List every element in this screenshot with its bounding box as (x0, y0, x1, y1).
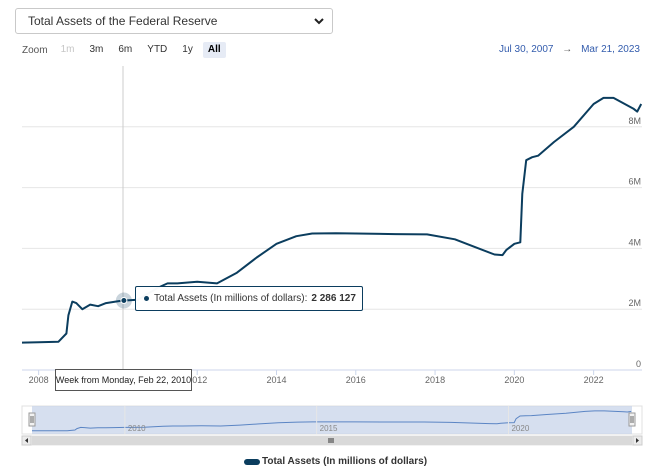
series-select[interactable]: Total Assets of the Federal Reserve (15, 8, 333, 34)
scrollbar-thumb[interactable] (32, 436, 632, 445)
legend-label: Total Assets (In millions of dollars) (262, 456, 428, 467)
zoom-3m-button[interactable]: 3m (89, 44, 104, 55)
chevron-down-icon (314, 18, 324, 25)
navigator-right-handle[interactable] (628, 412, 636, 427)
range-to[interactable]: Mar 21, 2023 (581, 44, 640, 55)
x-crosshair-label: Week from Monday, Feb 22, 2010 (55, 369, 192, 391)
navigator-tick-label: 2015 (320, 424, 338, 433)
chevron-right-icon (636, 438, 639, 443)
navigator-window[interactable] (32, 406, 632, 434)
y-tick-label: 2M (628, 298, 641, 308)
navigator-series (32, 410, 632, 432)
y-tick-label: 4M (628, 237, 641, 247)
navigator[interactable]: 2010 2015 2020 (21, 405, 643, 446)
x-tick-label: 2008 (29, 375, 49, 385)
range-from[interactable]: Jul 30, 2007 (499, 44, 554, 55)
zoom-6m-button[interactable]: 6m (118, 44, 133, 55)
legend-swatch (244, 458, 260, 465)
zoom-label: Zoom (22, 44, 48, 56)
zoom-toolbar: Zoom 1m 3m 6m YTD 1y All (22, 42, 231, 58)
series-line[interactable] (21, 96, 643, 344)
y-tick-label: 0 (636, 359, 641, 369)
navigator-left-handle[interactable] (28, 412, 36, 427)
series-select-value: Total Assets of the Federal Reserve (28, 14, 218, 28)
date-range: Jul 30, 2007 → Mar 21, 2023 (499, 44, 640, 55)
tooltip-value: 2 286 127 (311, 293, 356, 304)
chevron-left-icon (25, 438, 28, 443)
zoom-1y-button[interactable]: 1y (182, 44, 193, 55)
range-arrow: → (562, 44, 573, 55)
y-tick-label: 6M (628, 177, 641, 187)
x-tick-label: 2020 (504, 375, 524, 385)
tooltip-series-dot (144, 296, 149, 301)
zoom-1m-button[interactable]: 1m (60, 44, 75, 55)
x-tick-label: 2018 (425, 375, 445, 385)
zoom-ytd-button[interactable]: YTD (147, 44, 168, 55)
navigator-tick-label: 2020 (511, 424, 529, 433)
navigator-ticks: 2010 2015 2020 (124, 406, 530, 434)
zoom-all-button[interactable]: All (202, 42, 226, 58)
hover-point-marker[interactable] (120, 297, 128, 305)
y-tick-label: 8M (628, 116, 641, 126)
navigator-tick-label: 2010 (128, 424, 146, 433)
x-tick-label: 2012 (187, 375, 207, 385)
x-tick-label: 2022 (584, 375, 604, 385)
x-tick-label: 2016 (346, 375, 366, 385)
scrollbar-grip (328, 438, 334, 443)
x-tick-label: 2014 (266, 375, 286, 385)
tooltip-series-label: Total Assets (In millions of dollars): (154, 293, 308, 304)
point-tooltip: Total Assets (In millions of dollars): 2… (135, 286, 363, 311)
legend-item[interactable]: Total Assets (In millions of dollars) (244, 456, 427, 467)
y-axis-ticks: 0 2M 4M 6M 8M (628, 116, 641, 369)
grid-lines (22, 126, 642, 310)
